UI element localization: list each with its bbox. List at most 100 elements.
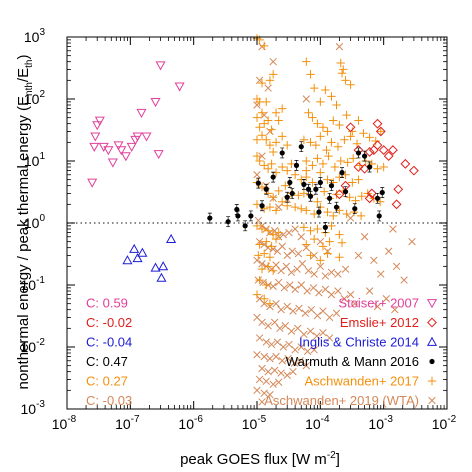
y-axis-title-part-3: ) xyxy=(15,55,32,60)
x-tick-label: 10-4 xyxy=(305,414,330,432)
data-point xyxy=(313,119,322,128)
data-point xyxy=(267,242,276,251)
data-point xyxy=(274,186,283,196)
data-point xyxy=(365,287,374,295)
data-point xyxy=(342,209,351,219)
data-point xyxy=(294,249,303,258)
data-point xyxy=(87,178,98,188)
data-point xyxy=(291,285,299,294)
data-point xyxy=(281,322,290,330)
data-point xyxy=(265,253,275,262)
data-point xyxy=(372,140,383,151)
data-point xyxy=(306,327,315,335)
data-point xyxy=(278,357,286,365)
data-point xyxy=(306,70,315,79)
data-point xyxy=(360,233,369,241)
data-point xyxy=(383,151,394,161)
data-point xyxy=(306,251,315,260)
data-point xyxy=(318,242,328,251)
data-point xyxy=(302,206,311,215)
x-tick-label: 10-3 xyxy=(368,414,393,432)
data-point xyxy=(316,168,325,177)
data-point xyxy=(291,346,299,354)
data-point xyxy=(268,147,278,157)
data-point xyxy=(305,186,312,192)
data-point xyxy=(354,175,363,184)
data-point xyxy=(279,343,287,351)
data-point xyxy=(262,135,271,144)
data-point xyxy=(389,225,397,233)
data-point xyxy=(269,380,277,389)
y-tick-label: 103 xyxy=(24,27,46,45)
data-point xyxy=(308,178,317,187)
data-point xyxy=(297,281,305,289)
legend-marker xyxy=(428,396,436,405)
data-point xyxy=(90,132,101,142)
data-point xyxy=(327,268,336,277)
data-point xyxy=(260,352,268,361)
data-point xyxy=(255,180,261,186)
data-point xyxy=(327,138,336,147)
x-axis-title: peak GOES flux [W m-2] xyxy=(180,450,340,468)
series-0 xyxy=(87,61,185,188)
data-point xyxy=(266,354,274,363)
data-point xyxy=(408,237,416,246)
series-2 xyxy=(122,233,177,282)
data-point xyxy=(268,266,278,275)
data-point xyxy=(120,152,131,162)
legend-label: Warmuth & Mann 2016 xyxy=(286,354,419,369)
data-point xyxy=(342,189,349,195)
data-point xyxy=(270,318,279,327)
data-point xyxy=(263,164,273,173)
x-tick-label: 10-2 xyxy=(432,414,457,432)
data-point xyxy=(259,203,265,209)
data-point xyxy=(253,351,261,359)
data-point xyxy=(334,270,342,278)
data-point xyxy=(273,338,282,346)
data-point xyxy=(272,299,280,308)
data-point xyxy=(295,304,303,313)
data-point xyxy=(367,164,373,170)
data-point xyxy=(336,156,345,166)
data-point xyxy=(282,262,290,271)
data-point xyxy=(276,324,284,333)
data-point xyxy=(289,190,295,197)
data-point xyxy=(255,375,264,384)
data-point xyxy=(281,181,290,190)
data-point xyxy=(264,84,272,92)
data-point xyxy=(377,270,385,278)
legend: Stoiser+ 2007 Emslie+ 2012 Inglis & Christ… xyxy=(264,296,438,408)
data-point xyxy=(323,249,332,258)
correlation-label: C: -0.03 xyxy=(86,393,132,408)
data-point xyxy=(298,144,304,150)
data-point xyxy=(255,275,264,285)
data-point xyxy=(297,343,305,351)
data-point xyxy=(258,398,266,406)
data-point xyxy=(304,266,313,275)
data-point xyxy=(309,234,319,244)
data-point xyxy=(137,247,148,257)
data-point xyxy=(400,158,411,169)
data-point xyxy=(258,364,266,373)
data-point xyxy=(283,302,291,311)
data-point xyxy=(242,223,248,229)
data-point xyxy=(316,262,325,271)
data-point xyxy=(348,178,357,187)
data-point xyxy=(327,92,336,101)
data-point xyxy=(340,135,349,144)
data-point xyxy=(382,295,391,303)
data-point xyxy=(294,191,303,200)
data-point xyxy=(384,247,393,255)
data-point xyxy=(283,140,292,150)
y-tick-label: 10-3 xyxy=(21,399,46,417)
data-point xyxy=(284,354,292,363)
data-point xyxy=(348,127,357,136)
data-point xyxy=(255,97,264,107)
data-point xyxy=(345,122,356,133)
data-point xyxy=(335,120,344,130)
data-point xyxy=(260,161,269,170)
data-point xyxy=(271,138,281,147)
data-point xyxy=(333,204,340,210)
data-point xyxy=(333,142,343,151)
data-point xyxy=(153,150,164,160)
